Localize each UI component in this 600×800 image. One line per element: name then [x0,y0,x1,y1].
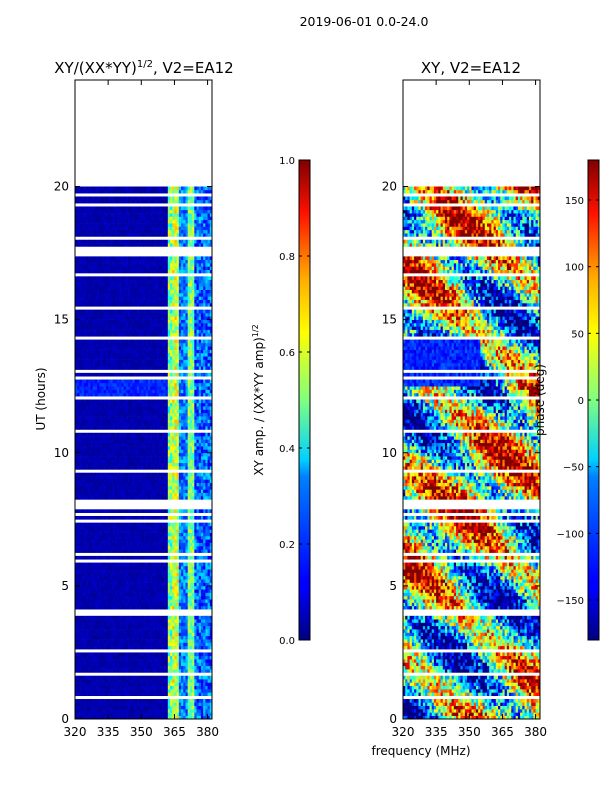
colorbar-tick-label: −50 [563,463,584,474]
amplitude-x-axis: 320 335 350 365 380 [64,80,219,739]
figure-suptitle: 2019-06-01 0.0-24.0 [300,14,429,29]
colorbar-tick-label: 100 [565,263,584,274]
x-tick-label: 320 [64,725,87,739]
x-tick-label: 320 [392,725,415,739]
amplitude-title: XY/(XX*YY)1/2, V2=EA12 [54,59,233,77]
amplitude-colorbar: 0.0 0.2 0.4 0.6 0.8 1.0 XY amp. / (XX*YY amp)… [251,156,311,647]
amplitude-colorbar-label: XY amp. / (XX*YY amp)1/2 [251,324,266,475]
x-tick-label: 350 [130,725,153,739]
colorbar-tick-label: 0.0 [279,636,295,647]
phase-title: XY, V2=EA12 [421,59,521,77]
phase-colorbar-label: phase (deg) [533,364,547,436]
colorbar-tick-label: 0.2 [279,540,295,551]
colorbar-tick-label: 50 [571,329,584,340]
phase-y-axis: 0 5 10 15 20 [382,180,540,726]
amplitude-ylabel: UT (hours) [34,367,48,430]
colorbar-tick-label: 0 [578,396,584,407]
y-tick-label: 10 [382,446,397,460]
colorbar-tick-label: 0.8 [279,252,295,263]
amplitude-colorbar-ticks: 0.0 0.2 0.4 0.6 0.8 1.0 [279,156,310,647]
phase-axes-frame [402,79,541,720]
amplitude-y-axis: 0 5 10 15 20 [54,180,212,726]
y-tick-label: 20 [54,180,69,194]
amplitude-heatmap [75,186,212,719]
x-tick-label: 380 [524,725,547,739]
colorbar-tick-label: −150 [557,596,584,607]
colorbar-tick-label: −100 [557,529,584,540]
phase-panel: 320 335 350 365 380 0 5 10 15 20 XY, V2=EA12 [382,59,547,739]
phase-heatmap [403,186,540,719]
amplitude-panel: 320 335 350 365 380 0 5 10 15 20 XY/(XX*YY)1/2, … [34,59,234,739]
colorbar-tick-label: 0.6 [279,348,295,359]
y-tick-label: 5 [61,579,69,593]
y-tick-label: 15 [54,313,69,327]
colorbar-tick-label: 1.0 [279,156,295,167]
phase-x-axis: 320 335 350 365 380 [392,80,547,739]
amplitude-axes-frame [74,79,213,720]
x-tick-label: 350 [458,725,481,739]
y-tick-label: 5 [389,579,397,593]
colorbar-tick-label: 0.4 [279,444,295,455]
y-tick-label: 15 [382,313,397,327]
x-tick-label: 335 [97,725,120,739]
y-tick-label: 20 [382,180,397,194]
x-tick-label: 365 [491,725,514,739]
shared-xlabel: frequency (MHz) [371,744,470,758]
y-tick-label: 0 [389,712,397,726]
x-tick-label: 335 [425,725,448,739]
y-tick-label: 0 [61,712,69,726]
x-tick-label: 365 [163,725,186,739]
x-tick-label: 380 [196,725,219,739]
phase-colorbar-ticks: −150 −100 −50 0 50 100 150 [557,196,599,607]
phase-colorbar: −150 −100 −50 0 50 100 150 phase (deg) [533,159,600,641]
y-tick-label: 10 [54,446,69,460]
colorbar-tick-label: 150 [565,196,584,207]
amplitude-colorbar-gradient [298,159,311,641]
